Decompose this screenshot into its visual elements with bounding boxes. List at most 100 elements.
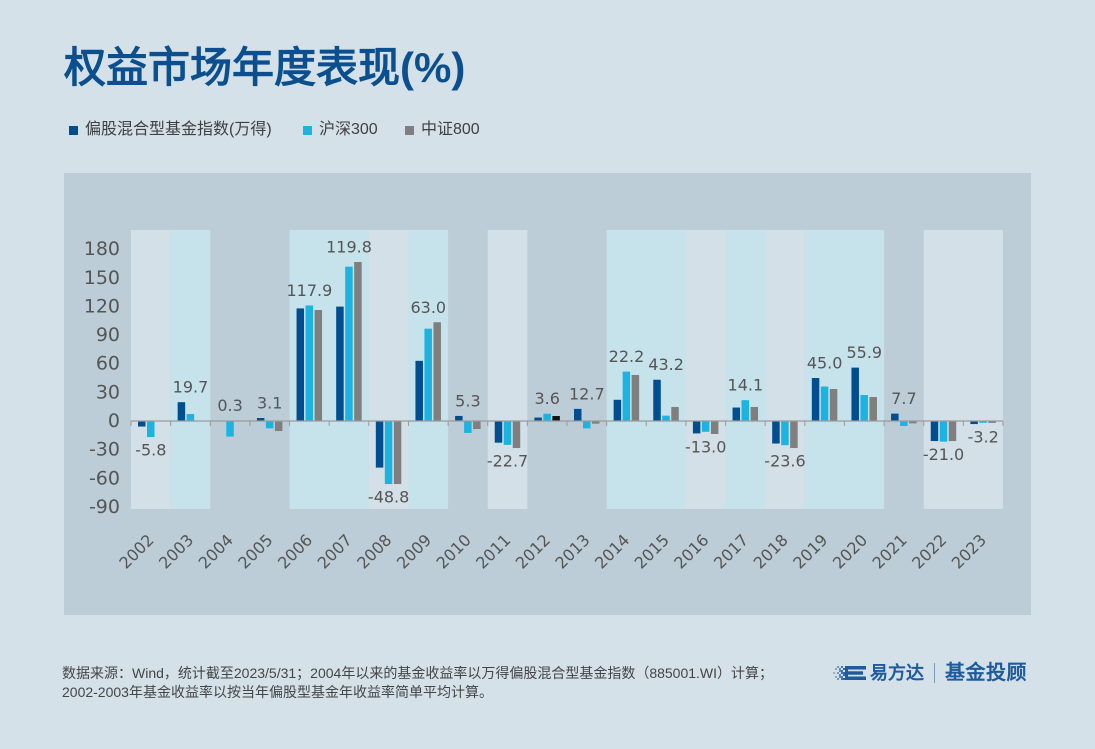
footer-source-note: 数据来源：Wind，统计截至2023/5/31；2004年以来的基金收益率以万得…: [62, 665, 774, 681]
legend-label: 偏股混合型基金指数(万得): [85, 121, 272, 138]
data-label: -3.2: [968, 428, 999, 447]
bar-2018-series-1: [781, 421, 789, 446]
data-label: 3.6: [534, 389, 559, 408]
highlight-band-2018: [765, 230, 805, 509]
bar-2020-series-2: [869, 397, 877, 421]
bar-2017-series-2: [750, 406, 759, 421]
data-label: -21.0: [923, 445, 964, 464]
bar-2016-series-2: [710, 421, 719, 434]
bar-2005-series-0: [256, 418, 265, 421]
x-tick-label: 2002: [115, 530, 157, 572]
bar-2014-series-1: [622, 371, 631, 421]
highlight-band-2002: [131, 230, 171, 509]
bar-2012-series-1: [543, 413, 551, 421]
data-label: 43.2: [648, 355, 684, 374]
data-label: 117.9: [286, 281, 332, 300]
y-tick-label: 90: [96, 324, 120, 346]
highlight-band-2022: [923, 230, 1003, 509]
bar-2016-series-1: [701, 421, 710, 432]
bars: [138, 261, 996, 485]
highlight-band-2016: [685, 230, 726, 509]
x-tick-label: 2019: [789, 530, 831, 572]
bar-2011-series-1: [503, 421, 512, 445]
bar-2021-series-2: [909, 421, 917, 424]
x-tick-label: 2020: [829, 530, 871, 572]
brand-divider: [934, 663, 935, 683]
bar-2022-series-1: [939, 421, 948, 442]
bar-2018-series-2: [790, 421, 798, 449]
bar-2011-series-2: [512, 421, 521, 449]
bar-2022-series-0: [930, 421, 939, 442]
data-label: -23.6: [764, 452, 805, 471]
bar-2012-series-2: [552, 416, 560, 421]
bar-2020-series-1: [860, 395, 868, 421]
bar-2023-series-2: [988, 421, 996, 423]
data-label: 22.2: [609, 347, 645, 366]
data-label: -5.8: [135, 441, 166, 460]
bar-2023-series-1: [979, 421, 987, 423]
bar-2011-series-0: [494, 421, 503, 443]
bar-2019-series-1: [820, 386, 829, 421]
data-label: 55.9: [846, 343, 882, 362]
legend-item-csi800: 中证800: [405, 121, 480, 139]
bar-2015-series-1: [662, 415, 670, 421]
x-tick-label: 2010: [433, 530, 475, 572]
x-tick-label: 2004: [195, 530, 237, 572]
bar-2012-series-0: [534, 417, 542, 421]
y-tick-label: 180: [84, 238, 120, 260]
x-tick-label: 2021: [869, 530, 911, 572]
x-tick-label: 2005: [234, 530, 276, 572]
page-title: 权益市场年度表现(%): [64, 44, 466, 91]
highlight-band-2017: [725, 230, 766, 509]
data-label: -48.8: [368, 488, 409, 507]
data-label: 5.3: [455, 391, 480, 410]
x-tick-label: 2014: [591, 530, 633, 572]
x-tick-label: 2012: [512, 530, 554, 572]
x-tick-label: 2013: [551, 530, 593, 572]
bar-2002-series-0: [138, 421, 146, 427]
series-2: [274, 261, 996, 485]
bar-2018-series-0: [772, 421, 780, 444]
bar-2017-series-0: [732, 407, 741, 421]
bar-2010-series-1: [464, 421, 472, 433]
chart-panel: 180 150 120 90 60 30 0 -30 -60 -90 2002 2003 2004 200…: [64, 173, 1031, 615]
data-label: -13.0: [685, 437, 726, 456]
series-1: [147, 266, 987, 485]
legend-marker-icon: [303, 125, 312, 135]
highlight-band-2011: [487, 230, 528, 509]
bar-2005-series-1: [265, 421, 274, 429]
y-tick-label: -60: [89, 467, 120, 489]
brand-logo: 易方达 基金投顾: [833, 661, 1027, 685]
bar-2015-series-0: [653, 379, 661, 421]
bar-2014-series-0: [613, 399, 622, 421]
bar-2013-series-2: [592, 421, 600, 424]
data-label: 12.7: [569, 384, 605, 403]
legend-label: 中证800: [421, 121, 480, 138]
bar-2008-series-0: [375, 421, 384, 468]
bar-2004-series-1: [226, 421, 234, 437]
bar-2021-series-0: [891, 413, 899, 421]
bar-2009-series-0: [415, 360, 423, 421]
y-tick-label: 30: [96, 381, 120, 403]
bar-2008-series-1: [384, 421, 393, 485]
bar-chart: 1801501209060300-30-60-90200220032004200…: [84, 230, 1004, 573]
bar-2019-series-2: [829, 389, 838, 421]
data-label: 63.0: [410, 298, 446, 317]
bar-2022-series-2: [948, 421, 957, 442]
x-tick-label: 2003: [155, 530, 197, 572]
y-tick-label: 0: [108, 410, 120, 432]
bar-2002-series-1: [147, 421, 155, 438]
bar-2008-series-2: [393, 421, 402, 485]
data-label: -22.7: [487, 452, 528, 471]
x-tick-label: 2016: [670, 530, 712, 572]
x-tick-label: 2017: [710, 530, 752, 572]
footer-method-note: 2002-2003年基金收益率以按当年偏股型基金年收益率简单平均计算。: [62, 684, 493, 700]
y-tick-label: 150: [84, 267, 120, 289]
bar-2021-series-1: [900, 421, 908, 426]
data-label: 3.1: [257, 394, 282, 413]
series-0: [138, 306, 978, 468]
x-tick-label: 2009: [393, 530, 435, 572]
x-tick-label: 2015: [631, 530, 673, 572]
bar-2015-series-2: [671, 406, 679, 421]
x-tick-label: 2018: [750, 530, 792, 572]
